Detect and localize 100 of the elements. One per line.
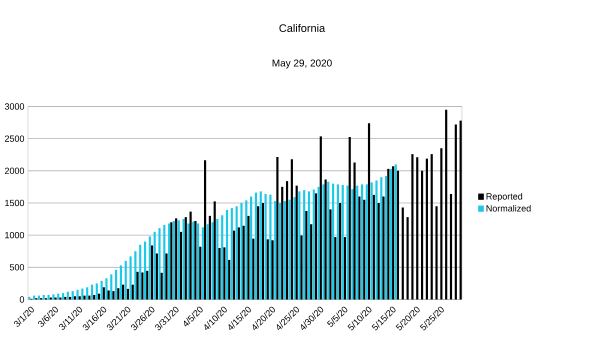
bar <box>190 212 192 300</box>
bar <box>199 246 202 300</box>
bar <box>206 224 209 300</box>
bar <box>57 294 60 300</box>
y-tick-label: 0 <box>20 296 24 303</box>
bar <box>126 288 129 300</box>
bar <box>351 189 354 300</box>
bar <box>115 270 118 300</box>
bar <box>269 194 272 300</box>
legend-label: Normalized <box>486 204 531 212</box>
bar <box>178 220 180 300</box>
bar <box>105 278 108 300</box>
bar <box>394 164 397 300</box>
legend-label: Reported <box>486 192 522 202</box>
bar <box>66 292 69 300</box>
bar <box>324 179 327 300</box>
bar <box>228 260 230 300</box>
bar <box>175 218 178 300</box>
bar <box>310 224 312 300</box>
bar <box>218 248 221 300</box>
bar <box>305 211 308 300</box>
bar <box>300 235 303 300</box>
bar <box>226 210 228 300</box>
bar <box>254 192 258 300</box>
bar <box>356 186 358 300</box>
bar <box>411 154 414 300</box>
bar <box>129 256 132 300</box>
bar <box>390 168 392 300</box>
bar <box>98 294 100 300</box>
bar <box>348 137 351 300</box>
bar <box>286 181 288 300</box>
bar <box>344 237 346 300</box>
bar <box>194 220 197 300</box>
y-tick-label: 2000 <box>4 168 24 174</box>
bar <box>148 236 151 300</box>
bar <box>312 189 315 300</box>
bar <box>375 180 378 300</box>
bar <box>141 272 144 300</box>
bar <box>232 230 236 300</box>
bar <box>366 184 368 300</box>
bar <box>380 177 382 300</box>
bar <box>202 227 204 300</box>
bar <box>308 191 310 300</box>
bar <box>238 227 240 300</box>
bar <box>132 284 134 300</box>
bar <box>88 296 90 300</box>
bar <box>322 184 325 300</box>
bar <box>64 296 66 300</box>
bar <box>274 201 276 300</box>
y-tick-label: 3000 <box>4 103 24 110</box>
bar <box>86 287 88 300</box>
bar <box>180 232 182 300</box>
bar <box>284 201 286 300</box>
bar <box>420 170 424 300</box>
bar <box>172 220 176 300</box>
bar <box>158 228 161 300</box>
bar <box>102 287 105 300</box>
bar <box>42 294 45 300</box>
bar <box>68 296 72 300</box>
bar <box>396 170 400 300</box>
bar <box>329 209 332 300</box>
bar <box>250 196 252 300</box>
bar <box>62 293 64 300</box>
bar <box>240 202 243 300</box>
bar <box>281 186 284 300</box>
bar <box>440 148 442 300</box>
bar <box>363 200 366 300</box>
bar <box>245 200 248 300</box>
bar <box>208 216 211 300</box>
bar <box>370 182 373 300</box>
bar <box>339 202 342 300</box>
bar <box>303 190 306 300</box>
bar <box>252 238 254 300</box>
bar <box>124 260 127 300</box>
bar <box>320 136 322 300</box>
bar <box>110 274 112 300</box>
bar <box>454 124 457 300</box>
bar <box>382 196 385 300</box>
bar <box>28 296 30 300</box>
bar <box>187 224 190 300</box>
bar <box>96 283 98 300</box>
bar <box>392 166 394 300</box>
bar <box>72 291 74 300</box>
bar <box>134 251 136 300</box>
bar <box>264 194 267 300</box>
bar <box>165 253 168 300</box>
bar <box>358 196 360 300</box>
bar <box>288 200 291 300</box>
bar <box>214 201 216 300</box>
bar <box>156 253 158 300</box>
bar <box>293 197 296 300</box>
bar <box>336 184 340 300</box>
bar <box>372 194 375 300</box>
bar <box>122 284 124 300</box>
bar <box>33 296 36 300</box>
bar <box>112 291 115 300</box>
bar <box>266 239 269 300</box>
bar <box>435 206 438 300</box>
bar <box>296 186 298 300</box>
bar <box>146 270 148 300</box>
